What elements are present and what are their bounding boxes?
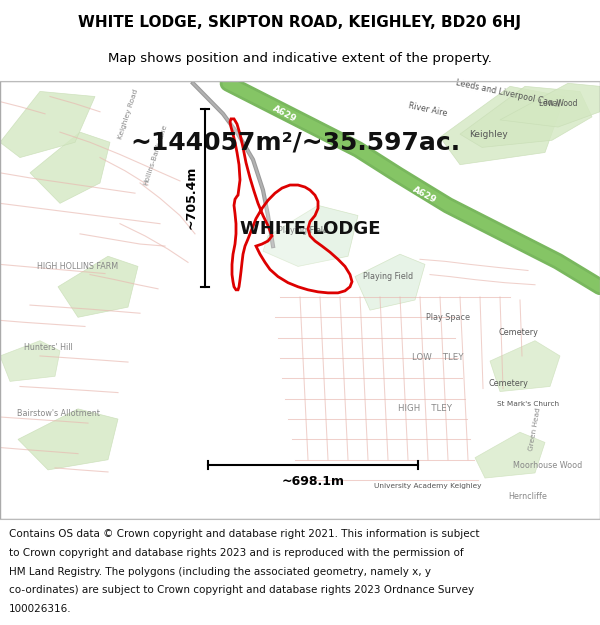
Text: LOW    TLEY: LOW TLEY [412,354,464,362]
Text: 100026316.: 100026316. [9,604,71,614]
Text: HIGH HOLLINS FARM: HIGH HOLLINS FARM [37,262,119,271]
Text: Playing Field: Playing Field [363,272,413,281]
Polygon shape [230,119,352,293]
Text: Playing Field: Playing Field [278,226,328,236]
Text: Keighley Road: Keighley Road [117,88,139,139]
Polygon shape [18,409,118,470]
Text: Contains OS data © Crown copyright and database right 2021. This information is : Contains OS data © Crown copyright and d… [9,529,479,539]
Polygon shape [0,341,60,381]
Text: Map shows position and indicative extent of the property.: Map shows position and indicative extent… [108,52,492,65]
Text: WHITE LODGE: WHITE LODGE [240,220,380,238]
Text: co-ordinates) are subject to Crown copyright and database rights 2023 Ordnance S: co-ordinates) are subject to Crown copyr… [9,585,474,595]
Polygon shape [460,86,592,148]
Text: Leeds and Liverpool Canal: Leeds and Liverpool Canal [455,78,561,109]
Text: ~705.4m: ~705.4m [185,166,198,229]
Text: HM Land Registry. The polygons (including the associated geometry, namely x, y: HM Land Registry. The polygons (includin… [9,566,431,576]
Polygon shape [490,341,560,392]
Text: River Aire: River Aire [408,101,448,118]
Text: to Crown copyright and database rights 2023 and is reproduced with the permissio: to Crown copyright and database rights 2… [9,548,464,558]
Text: A629: A629 [271,104,299,124]
Polygon shape [500,83,600,127]
Text: St Mark's Church: St Mark's Church [497,401,559,407]
Text: Herncliffe: Herncliffe [509,492,547,501]
Text: A629: A629 [524,256,551,276]
Text: WHITE LODGE, SKIPTON ROAD, KEIGHLEY, BD20 6HJ: WHITE LODGE, SKIPTON ROAD, KEIGHLEY, BD2… [79,15,521,30]
Text: Bairstow's Allotment: Bairstow's Allotment [17,409,100,419]
Text: Green Head: Green Head [528,407,542,451]
Text: HIGH    TLEY: HIGH TLEY [398,404,452,413]
Polygon shape [58,256,138,318]
Polygon shape [30,132,110,203]
Text: ~144057m²/~35.597ac.: ~144057m²/~35.597ac. [130,130,460,154]
Text: Cemetery: Cemetery [488,379,528,388]
Polygon shape [475,432,545,478]
Text: Moorhouse Wood: Moorhouse Wood [514,461,583,471]
Text: Keighley: Keighley [469,129,508,139]
Text: Hollins-Bank-lane: Hollins-Bank-lane [142,123,168,186]
Text: A629: A629 [412,185,439,205]
Text: Play Space: Play Space [426,312,470,322]
Polygon shape [263,206,358,266]
Text: ~698.1m: ~698.1m [281,475,344,488]
Polygon shape [440,86,565,164]
Text: Low Wood: Low Wood [539,99,577,108]
Text: University Academy Keighley: University Academy Keighley [374,483,482,489]
Polygon shape [0,91,95,158]
Text: Hunters' Hill: Hunters' Hill [23,343,73,352]
Text: Cemetery: Cemetery [498,328,538,337]
Polygon shape [355,254,425,310]
